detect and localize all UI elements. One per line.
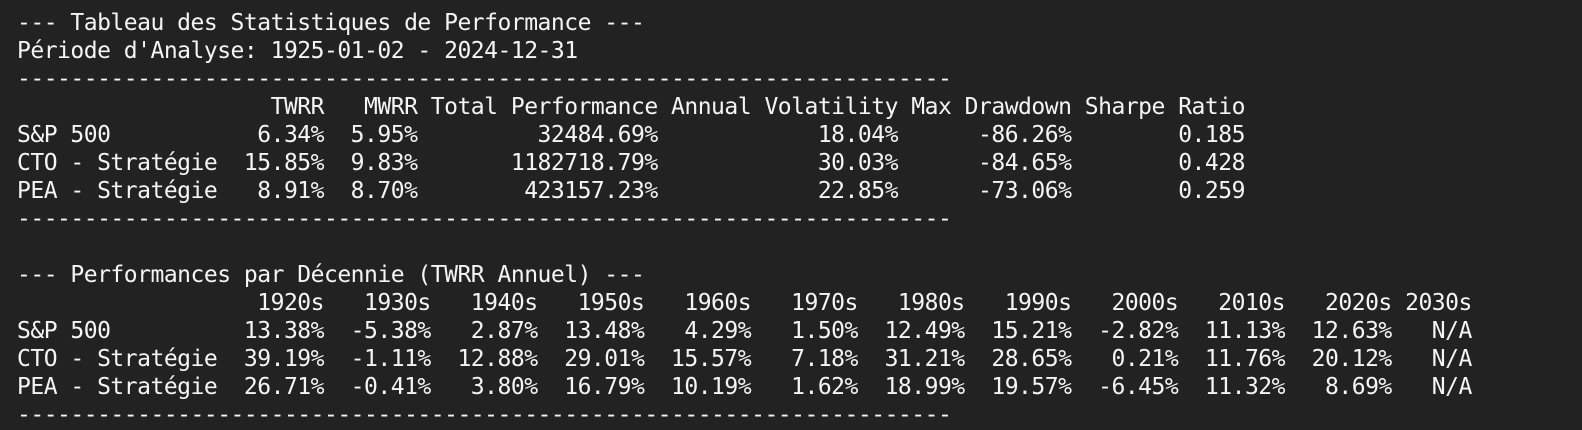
decade-table-row-pea: PEA - Stratégie 26.71% -0.41% 3.80% 16.7… xyxy=(17,374,1472,400)
stats-table-row-sp500: S&P 500 6.34% 5.95% 32484.69% 18.04% -86… xyxy=(17,122,1245,148)
decade-table-title: --- Performances par Décennie (TWRR Annu… xyxy=(17,262,645,288)
blank-line xyxy=(17,233,1582,261)
separator-line-bottom: ----------------------------------------… xyxy=(17,402,952,428)
stats-table-row-pea: PEA - Stratégie 8.91% 8.70% 423157.23% 2… xyxy=(17,178,1245,204)
decade-table-header-row: 1920s 1930s 1940s 1950s 1960s 1970s 1980… xyxy=(17,290,1472,316)
stats-table-header-row: TWRR MWRR Total Performance Annual Volat… xyxy=(17,94,1246,120)
stats-table-row-cto: CTO - Stratégie 15.85% 9.83% 1182718.79%… xyxy=(17,150,1245,176)
analysis-period: Période d'Analyse: 1925-01-02 - 2024-12-… xyxy=(17,38,578,64)
decade-table-row-sp500: S&P 500 13.38% -5.38% 2.87% 13.48% 4.29%… xyxy=(17,318,1472,344)
separator-line-top: ----------------------------------------… xyxy=(17,66,952,92)
decade-table-row-cto: CTO - Stratégie 39.19% -1.11% 12.88% 29.… xyxy=(17,346,1472,372)
separator-line-middle: ----------------------------------------… xyxy=(17,206,952,232)
stats-table-title: --- Tableau des Statistiques de Performa… xyxy=(17,10,645,36)
